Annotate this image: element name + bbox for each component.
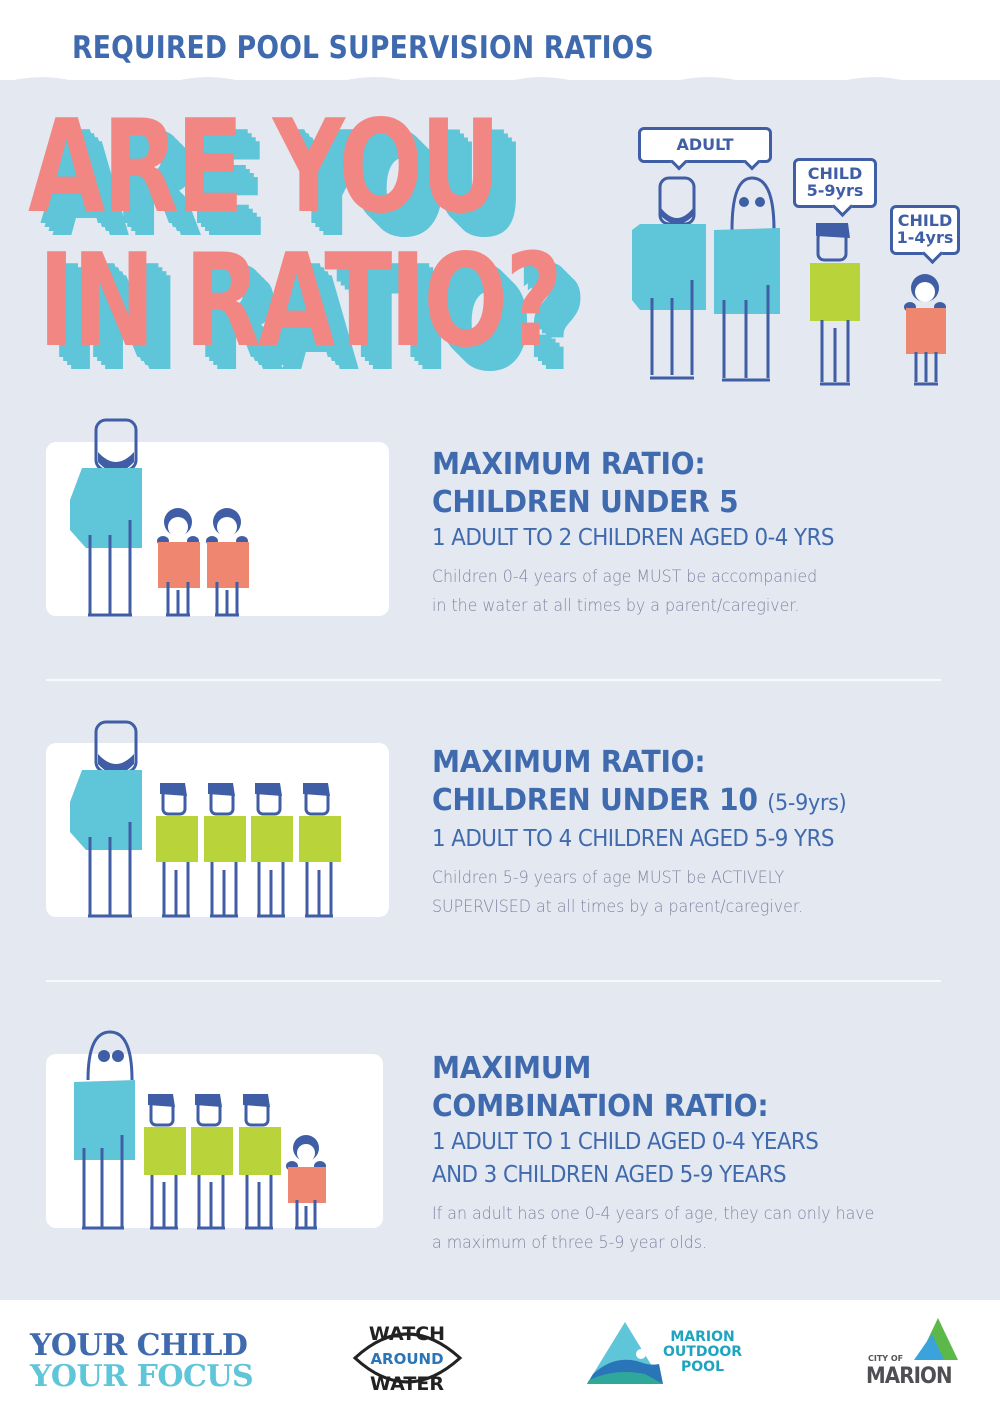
child-1-4-label-line1: CHILD (897, 211, 953, 230)
hero-line1-shadow: ARE YOU (40, 105, 513, 254)
section3-illustration (74, 1030, 326, 1230)
section2-heading-suffix: (5-9yrs) (767, 791, 847, 816)
section3-body-line1: If an adult has one 0-4 years of age, th… (432, 1204, 875, 1224)
hero-line1-shadow: ARE YOU (44, 109, 517, 258)
logo-line1: YOUR CHILD (30, 1328, 248, 1363)
hero-line2-shadow: IN RATIO? (58, 247, 583, 396)
section3-body-line2: a maximum of three 5-9 year olds. (432, 1233, 708, 1253)
child-5-9-icon (810, 223, 860, 386)
logo-watch-text: WATCH (369, 1323, 445, 1345)
section3-subheading-line1: 1 ADULT TO 1 CHILD AGED 0-4 YEARS (432, 1129, 819, 1155)
hero-headline: ARE YOU ARE YOU ARE YOU ARE YOU ARE YOU … (28, 104, 620, 400)
child-5-9-icon (251, 783, 293, 918)
child-1-4-icon (206, 508, 249, 617)
section1-body-line2: in the water at all times by a parent/ca… (432, 596, 800, 616)
section-divider (46, 679, 941, 681)
child-5-9-icon (191, 1094, 233, 1230)
adult-man-icon (632, 176, 706, 380)
legend-people-illustration (632, 176, 946, 386)
section2-heading-line2: CHILDREN UNDER 10 (5-9yrs) (432, 782, 847, 823)
pool-triangle-icon (587, 1322, 663, 1384)
section2-text: MAXIMUM RATIO: CHILDREN UNDER 10 (5-9yrs… (432, 744, 873, 922)
adult-label: ADULT (676, 135, 734, 154)
pool-logo-line1: MARION (670, 1329, 735, 1345)
logo-around-text: AROUND (370, 1350, 443, 1368)
child-5-9-icon (156, 783, 198, 918)
child-5-9-label-line1: CHILD (807, 164, 863, 183)
child-5-9-icon (204, 783, 246, 918)
city-of-marion-logo: CITY OF MARION (860, 1316, 960, 1392)
city-of-text: CITY OF (868, 1354, 904, 1363)
page-title: REQUIRED POOL SUPERVISION RATIOS (72, 30, 654, 66)
hero-line2-shadow: IN RATIO? (50, 239, 575, 388)
section3-subheading-line2: AND 3 CHILDREN AGED 5-9 YEARS (432, 1162, 787, 1188)
section3-heading-line1: MAXIMUM (432, 1051, 592, 1086)
section1-text: MAXIMUM RATIO: CHILDREN UNDER 5 1 ADULT … (432, 446, 864, 621)
section-divider (46, 980, 941, 982)
section2-body-line2: SUPERVISED at all times by a parent/care… (432, 897, 803, 917)
adult-woman-icon (714, 176, 780, 382)
section1-heading-line2: CHILDREN UNDER 5 (432, 485, 739, 520)
hero-line2-shadow: IN RATIO? (54, 243, 579, 392)
section1-body-line1: Children 0-4 years of age MUST be accomp… (432, 567, 818, 587)
section2-illustration (70, 720, 341, 918)
marion-text: MARION (866, 1364, 953, 1389)
child-1-4-label-line2: 1-4yrs (896, 227, 954, 247)
child-5-9-icon (144, 1094, 186, 1230)
child-5-9-icon (299, 783, 341, 918)
section2-subheading: 1 ADULT TO 4 CHILDREN AGED 5-9 YRS (432, 826, 834, 852)
hero-line2-shadow: IN RATIO? (62, 251, 587, 400)
pool-logo-line2: OUTDOOR (663, 1344, 743, 1360)
logo-water-text: WATER (370, 1373, 444, 1395)
hero-line2: IN RATIO? (38, 227, 563, 376)
marion-triangle-icon (914, 1318, 958, 1360)
section2-body-line1: Children 5-9 years of age MUST be ACTIVE… (432, 868, 785, 888)
adult-woman-icon (74, 1030, 135, 1230)
child-5-9-label-line2: 5-9yrs (806, 180, 864, 200)
hero-line1: ARE YOU (28, 93, 501, 242)
logo-line2: YOUR FOCUS (30, 1359, 254, 1394)
pool-logo-line3: POOL (681, 1359, 724, 1375)
marion-outdoor-pool-logo: MARION OUTDOOR POOL (585, 1320, 755, 1390)
child-1-4-label-bubble: CHILD 1-4yrs (890, 205, 960, 255)
wave-bottom-divider (0, 1268, 1000, 1290)
adult-man-icon (70, 720, 142, 918)
child-1-4-icon (286, 1135, 326, 1230)
watch-around-water-logo: WATCH AROUND WATER (352, 1323, 463, 1395)
hero-line1-shadow: ARE YOU (48, 113, 521, 262)
child-1-4-icon (904, 274, 946, 386)
section1-heading-line1: MAXIMUM RATIO: (432, 447, 706, 482)
section2-heading-main: CHILDREN UNDER 10 (432, 783, 758, 818)
pool-logo-text: MARION OUTDOOR POOL (663, 1330, 742, 1375)
child-1-4-icon (157, 508, 200, 617)
child-5-9-icon (239, 1094, 281, 1230)
section1-subheading: 1 ADULT TO 2 CHILDREN AGED 0-4 YRS (432, 525, 834, 551)
section3-text: MAXIMUM COMBINATION RATIO: 1 ADULT TO 1 … (432, 1050, 908, 1258)
child-5-9-label-bubble: CHILD 5-9yrs (793, 158, 877, 208)
section1-illustration (70, 418, 249, 617)
section2-heading-line1: MAXIMUM RATIO: (432, 745, 706, 780)
wave-top-divider (0, 77, 1000, 110)
adult-man-icon (70, 418, 142, 617)
section3-heading-line2: COMBINATION RATIO: (432, 1089, 769, 1124)
legend-figures: ADULT CHILD 5-9yrs CHILD 1-4yrs (620, 120, 1000, 400)
your-child-your-focus-logo: YOUR CHILD YOUR FOCUS (30, 1328, 254, 1394)
hero-line1-shadow: ARE YOU (52, 117, 525, 266)
